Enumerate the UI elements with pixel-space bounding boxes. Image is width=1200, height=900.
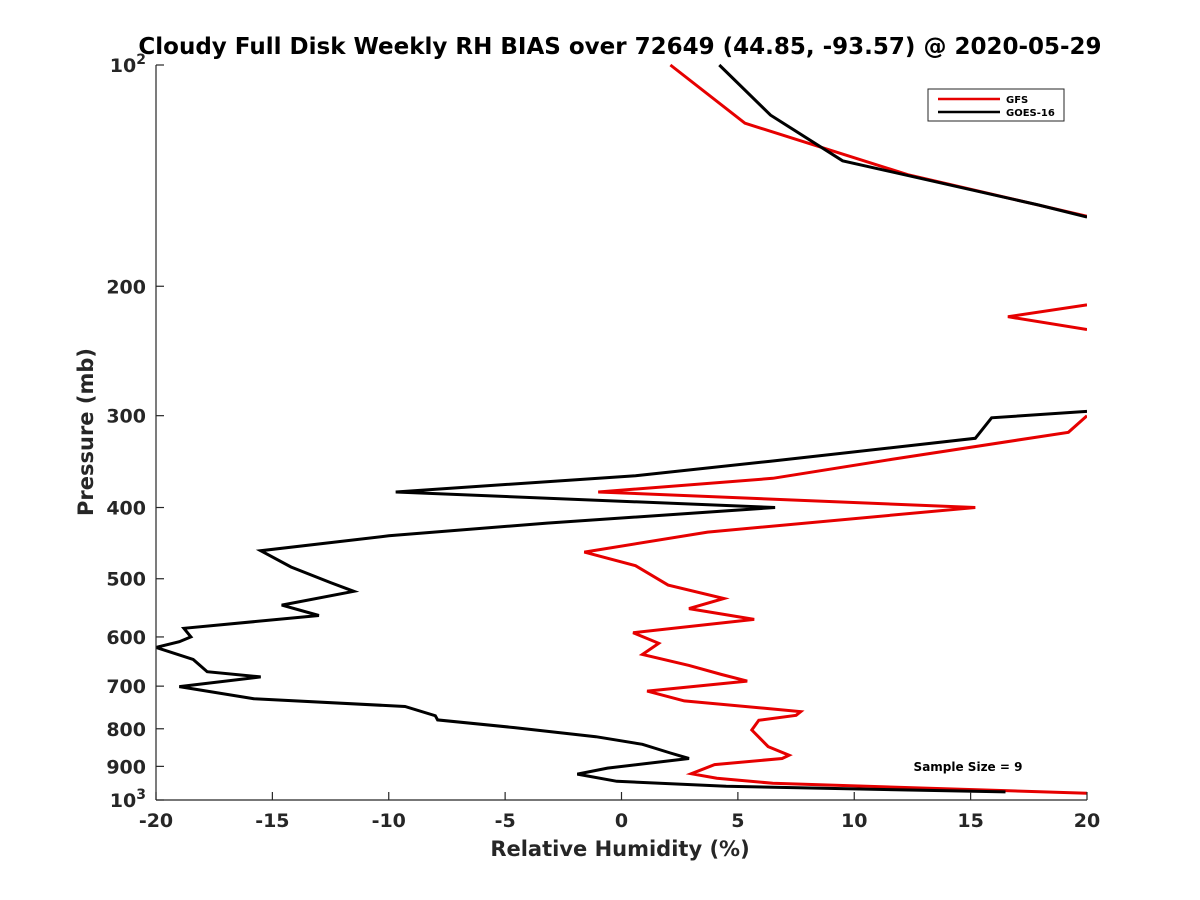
y-tick-label: 800: [106, 719, 146, 741]
plot-axes: [155, 65, 1087, 801]
y-tick-label: 102: [110, 52, 146, 77]
x-axis-label: Relative Humidity (%): [490, 837, 749, 861]
series-line-gfs: [583, 63, 1087, 795]
y-tick-label: 900: [106, 756, 146, 778]
x-tick-label: 10: [841, 810, 867, 832]
y-tick-label: 300: [106, 406, 146, 428]
x-ticks: -20 -15 -10 -5 0 5 10 15 20: [139, 792, 1100, 832]
y-tick-label: 200: [106, 276, 146, 298]
y-tick-label: 600: [106, 627, 146, 649]
series-lines: [156, 63, 1087, 795]
y-ticks: 102 200 300 400 500 600 700 800 900 103: [106, 52, 164, 812]
x-tick-label: -5: [495, 810, 516, 832]
legend-label-gfs: GFS: [1006, 95, 1028, 106]
legend: GFS GOES-16: [927, 88, 1065, 122]
x-tick-label: -20: [139, 810, 173, 832]
legend-box: [927, 88, 1065, 122]
x-tick-label: -15: [255, 810, 289, 832]
x-tick-label: 5: [731, 810, 744, 832]
y-tick-label: 500: [106, 569, 146, 591]
chart-title: Cloudy Full Disk Weekly RH BIAS over 726…: [138, 34, 1101, 60]
series-line-goes-16: [156, 63, 1087, 794]
x-tick-label: -10: [372, 810, 406, 832]
x-tick-label: 20: [1074, 810, 1100, 832]
legend-label-goes-16: GOES-16: [1006, 108, 1055, 119]
sample-size-annotation: Sample Size = 9: [914, 760, 1023, 774]
y-axis-label: Pressure (mb): [74, 348, 98, 516]
x-tick-label: 0: [615, 810, 628, 832]
x-tick-label: 15: [957, 810, 983, 832]
y-tick-label: 103: [110, 787, 146, 812]
y-tick-label: 700: [106, 676, 146, 698]
y-tick-label: 400: [106, 498, 146, 520]
